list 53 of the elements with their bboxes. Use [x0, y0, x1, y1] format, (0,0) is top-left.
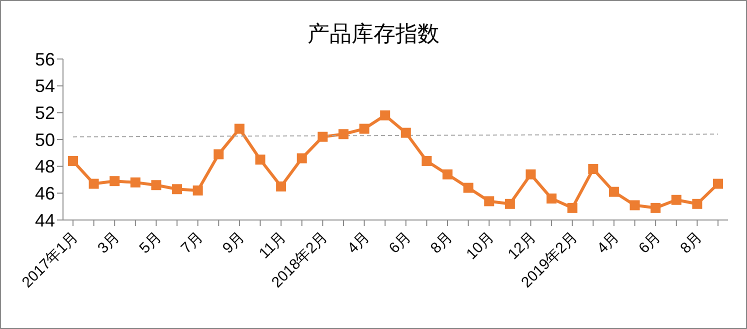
point	[130, 177, 140, 188]
x-tick-label: 3月	[94, 228, 124, 257]
point	[504, 198, 515, 209]
point	[338, 129, 348, 140]
point	[110, 176, 120, 186]
x-tick-label: 5月	[136, 228, 165, 257]
point	[442, 169, 453, 180]
point	[671, 194, 682, 205]
point	[214, 149, 224, 160]
point	[88, 178, 99, 189]
point	[359, 124, 370, 134]
point	[255, 154, 266, 165]
y-tick-label: 50	[34, 130, 55, 150]
point	[68, 156, 78, 166]
y-tick-label: 56	[34, 49, 55, 70]
point	[526, 169, 536, 180]
y-tick-label: 46	[34, 184, 55, 204]
point	[276, 181, 286, 192]
y-tick-label: 54	[34, 76, 55, 96]
point	[172, 184, 182, 194]
point	[546, 194, 557, 204]
y-tick-label: 52	[34, 103, 55, 124]
chart-title: 产品库存指数	[306, 21, 440, 49]
point	[567, 202, 578, 213]
y-tick-label: 48	[34, 156, 55, 177]
point	[713, 178, 723, 189]
x-tick-label: 6月	[636, 228, 664, 257]
x-tick-label: 4月	[344, 228, 373, 257]
x-tick-label: 11月	[256, 228, 290, 262]
point	[380, 110, 390, 120]
point	[650, 202, 661, 213]
x-tick-label: 12月	[504, 228, 540, 263]
x-tick-label: 8月	[677, 228, 706, 257]
point	[318, 132, 328, 142]
y-tick-label: 44	[34, 210, 55, 230]
x-tick-label: 6月	[386, 228, 414, 257]
point	[608, 186, 619, 197]
point	[692, 198, 702, 209]
x-tick-label: 7月	[178, 228, 206, 257]
point	[588, 164, 598, 174]
point	[400, 128, 411, 138]
point	[192, 185, 203, 196]
point	[422, 156, 432, 166]
point	[630, 200, 640, 210]
point	[463, 182, 474, 193]
point	[484, 196, 494, 206]
x-tick-label: 9月	[219, 228, 248, 257]
x-tick-label: 4月	[594, 228, 622, 257]
point	[151, 180, 162, 190]
x-tick-label: 10月	[463, 228, 498, 263]
point	[234, 124, 244, 134]
x-tick-label: 8月	[427, 228, 456, 257]
point	[296, 153, 307, 164]
